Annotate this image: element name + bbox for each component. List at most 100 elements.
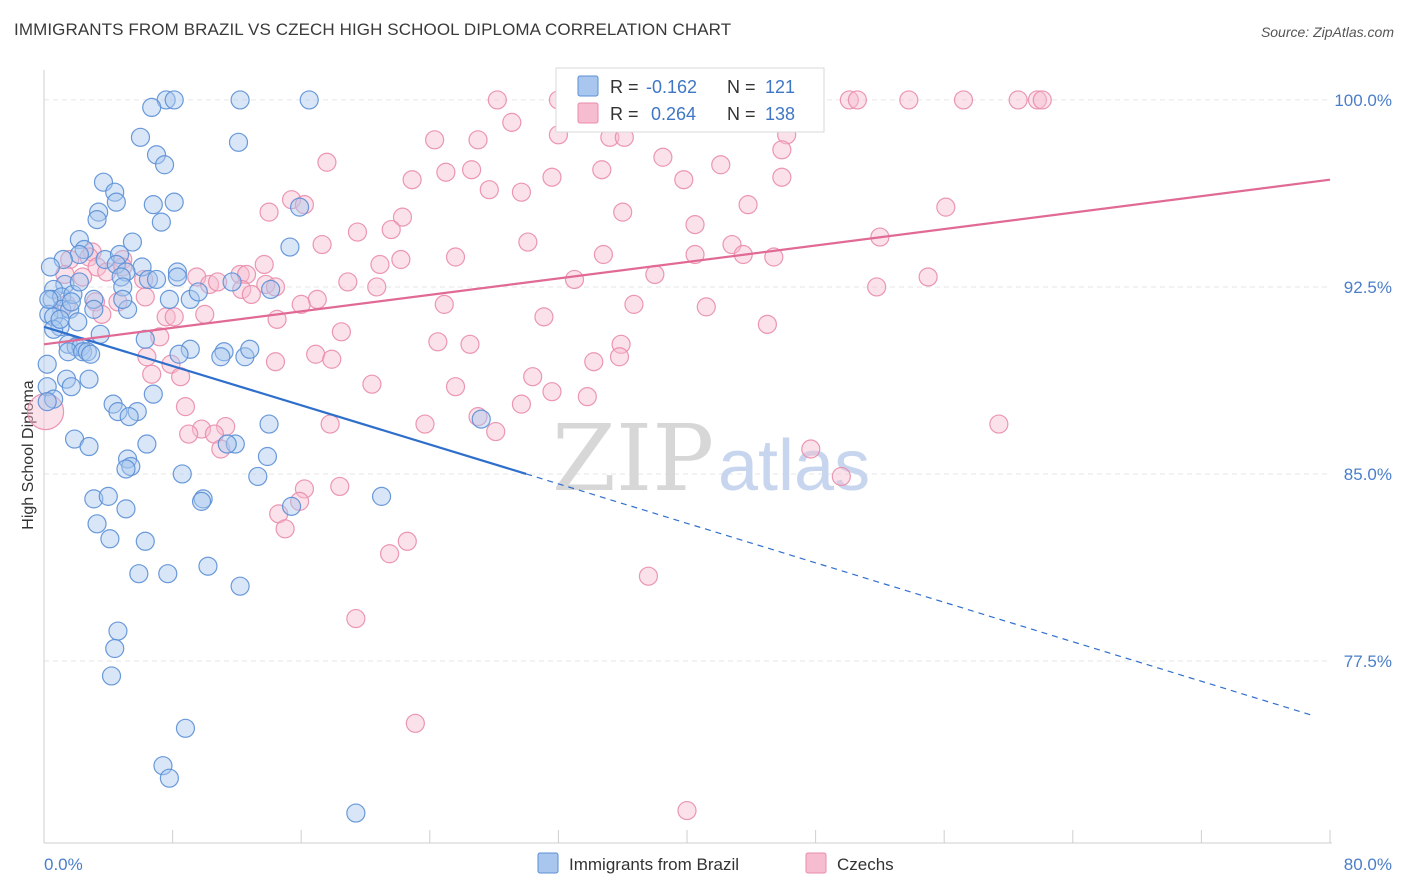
brazil-point: [281, 496, 302, 516]
brazil-point: [44, 279, 64, 300]
czech-point: [232, 279, 252, 300]
czech-point: [1032, 90, 1052, 110]
y-tick-label: 92.5%: [1344, 278, 1392, 297]
czech-point: [254, 254, 274, 275]
czech-point: [294, 479, 315, 499]
czech-point: [674, 170, 694, 190]
czech-point: [381, 219, 401, 240]
brazil-point: [180, 289, 200, 310]
brazil-point: [68, 312, 88, 332]
czech-point: [331, 322, 351, 342]
czech-point: [839, 90, 859, 110]
brazil-point: [159, 289, 179, 310]
trend-line-brazil-extension: [526, 473, 1315, 717]
czech-point: [312, 234, 332, 255]
czech-point: [502, 112, 522, 132]
czech-point: [479, 180, 499, 200]
x-tick-label-max: 80.0%: [1344, 855, 1392, 874]
y-axis-title: High School Diploma: [20, 380, 37, 530]
czech-point: [415, 414, 435, 434]
czech-point: [436, 162, 456, 182]
stats-r-value-czech: 0.264: [651, 104, 696, 124]
czech-point: [241, 284, 261, 305]
czech-point: [613, 202, 633, 222]
czech-point: [801, 439, 821, 459]
brazil-points: [37, 90, 491, 823]
brazil-point: [299, 90, 319, 110]
brazil-point: [113, 289, 133, 310]
brazil-point: [40, 257, 61, 277]
stats-n-label-czech: N =: [727, 104, 756, 124]
czech-point: [320, 414, 340, 434]
brazil-point: [146, 145, 167, 165]
czech-point: [989, 414, 1009, 434]
stats-box-frame: [555, 67, 825, 133]
czech-point: [711, 155, 731, 175]
czech-point: [460, 334, 480, 354]
czech-point: [230, 264, 250, 285]
czech-point: [275, 519, 295, 539]
watermark-atlas: atlas: [718, 426, 870, 506]
czech-point: [738, 195, 758, 215]
czech-point: [367, 277, 387, 297]
czech-point: [918, 267, 938, 287]
czech-point: [380, 544, 400, 564]
brazil-point: [37, 354, 57, 374]
czech-point: [899, 90, 919, 110]
brazil-point: [61, 292, 81, 312]
source-credit: Source: ZipAtlas.com: [1260, 24, 1394, 40]
brazil-point: [98, 486, 118, 506]
czech-point: [391, 249, 411, 270]
brazil-point: [129, 564, 149, 584]
brazil-point: [84, 489, 104, 509]
x-tick-label-min: 0.0%: [44, 855, 83, 874]
brazil-point: [37, 377, 57, 397]
czech-point: [346, 608, 366, 629]
czech-point: [306, 344, 326, 364]
brazil-point: [151, 212, 171, 232]
brazil-point: [222, 272, 242, 292]
brazil-point: [130, 127, 151, 147]
czech-point: [265, 352, 286, 372]
brazil-point: [137, 434, 157, 454]
czech-point: [259, 202, 279, 222]
brazil-point: [164, 192, 184, 212]
czech-point: [638, 566, 659, 586]
y-tick-label: 85.0%: [1344, 465, 1392, 484]
brazil-point: [77, 342, 98, 362]
czech-point: [609, 347, 630, 367]
legend-label-brazil: Immigrants from Brazil: [569, 855, 739, 874]
brazil-point: [122, 232, 143, 252]
brazil-point: [167, 262, 188, 282]
czech-point: [867, 277, 887, 297]
czech-point: [402, 170, 422, 190]
brazil-point: [89, 202, 109, 222]
brazil-point: [87, 514, 107, 534]
brazil-point: [105, 182, 125, 202]
brazil-point: [228, 132, 249, 152]
brazil-point: [90, 324, 110, 344]
czech-point: [696, 297, 716, 317]
brazil-point: [180, 339, 200, 359]
czech-points: [27, 90, 1052, 821]
czech-point: [936, 197, 956, 217]
czech-point: [847, 90, 867, 110]
czech-point: [317, 152, 337, 172]
czech-point: [445, 377, 466, 397]
czech-point: [653, 147, 673, 167]
czech-point: [208, 272, 228, 292]
brazil-point: [289, 197, 310, 217]
brazil-point: [84, 299, 104, 319]
brazil-point: [116, 459, 136, 479]
czech-point: [164, 307, 184, 327]
brazil-point: [135, 531, 155, 551]
czech-point: [677, 800, 697, 821]
brazil-point: [211, 347, 231, 367]
czech-point: [397, 531, 417, 551]
x-tick-marks: [43, 830, 1331, 843]
czech-point: [322, 349, 342, 369]
brazil-point: [37, 392, 57, 412]
brazil-point: [346, 803, 366, 823]
czech-point: [330, 476, 350, 497]
